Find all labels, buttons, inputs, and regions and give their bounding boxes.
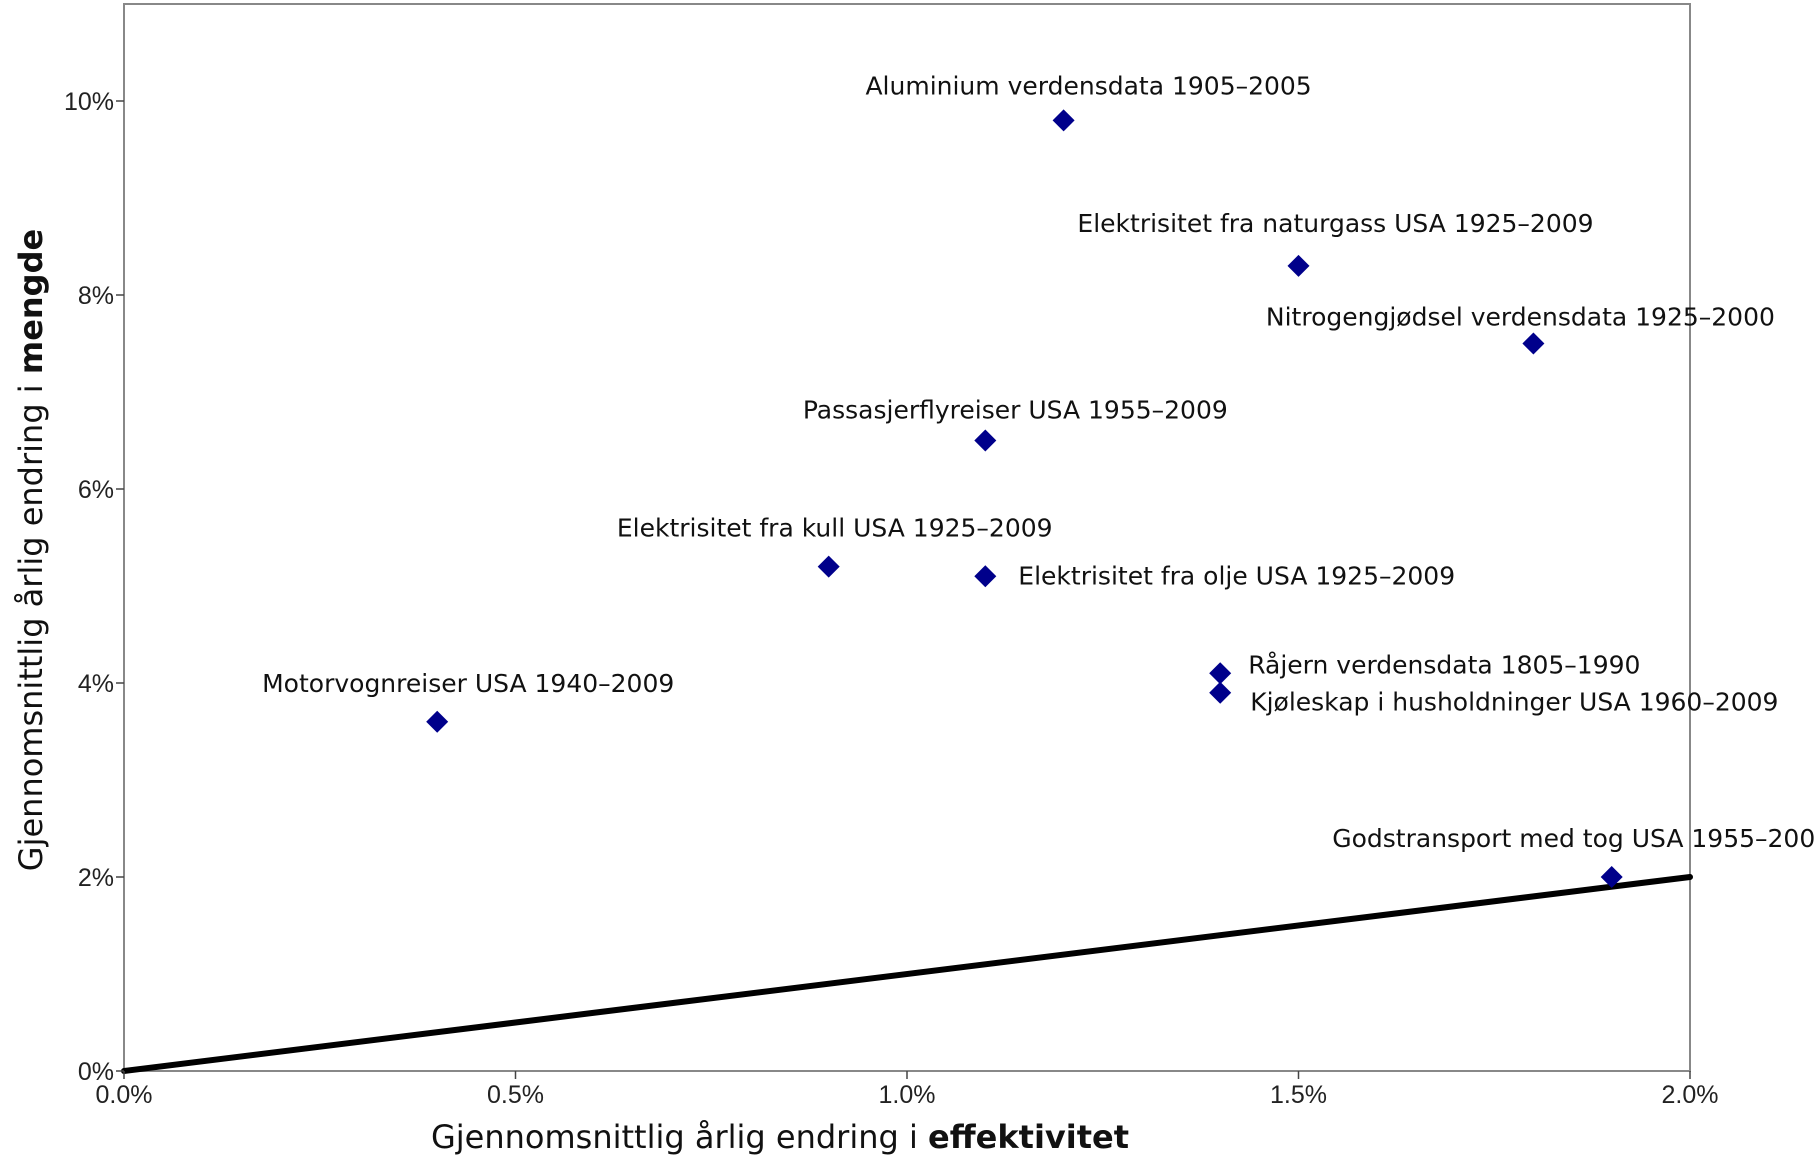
point-labels-group: Aluminium verdensdata 1905–2005 Elektrisi…	[262, 71, 1816, 853]
data-point-label: Kjøleskap i husholdninger USA 1960–2009	[1250, 688, 1778, 717]
data-point	[974, 565, 997, 588]
x-tick-label: 1.0%	[879, 1081, 936, 1109]
data-point	[1209, 681, 1232, 704]
y-axis-title: Gjennomsnittlig årlig endring i mengde	[12, 229, 50, 871]
y-tick-label: 2%	[78, 864, 114, 892]
y-tick-label: 8%	[78, 282, 114, 310]
data-point-label: Elektrisitet fra kull USA 1925–2009	[617, 514, 1053, 543]
x-tick-label: 2.0%	[1662, 1081, 1719, 1109]
x-axis-title: Gjennomsnittlig årlig endring i effektiv…	[431, 1118, 1129, 1156]
data-point	[1209, 662, 1232, 685]
data-point-label: Passasjerflyreiser USA 1955–2009	[803, 396, 1228, 425]
data-points-group	[426, 109, 1623, 888]
y-tick-label: 10%	[64, 88, 114, 116]
y-tick-label: 6%	[78, 476, 114, 504]
data-point	[1287, 254, 1310, 277]
y-tick-label: 4%	[78, 670, 114, 698]
data-point-label: Nitrogengjødsel verdensdata 1925–2000	[1266, 303, 1775, 332]
reference-line	[121, 874, 1693, 1074]
data-point	[817, 555, 840, 578]
reference-line-group	[121, 874, 1693, 1074]
data-point-label: Aluminium verdensdata 1905–2005	[865, 71, 1311, 100]
y-axis-ticks: 0% 2% 4% 6% 8% 10%	[64, 88, 124, 1086]
data-point	[1600, 866, 1623, 888]
x-tick-label: 0.0%	[96, 1081, 153, 1109]
data-point-label: Elektrisitet fra olje USA 1925–2009	[1018, 561, 1455, 590]
x-tick-label: 1.5%	[1270, 1081, 1327, 1109]
y-tick-label: 0%	[78, 1058, 114, 1086]
data-point-label: Motorvognreiser USA 1940–2009	[262, 669, 674, 698]
plot-border	[123, 3, 1691, 1072]
x-tick-label: 0.5%	[487, 1081, 544, 1109]
x-axis-ticks: 0.0% 0.5% 1.0% 1.5% 2.0%	[96, 1071, 1719, 1109]
data-point	[1052, 109, 1075, 132]
data-point-label: Godstransport med tog USA 1955–2009	[1332, 824, 1816, 853]
data-point	[974, 429, 997, 452]
data-point-label: Elektrisitet fra naturgass USA 1925–2009	[1077, 209, 1593, 238]
data-point	[1522, 332, 1545, 355]
plot-area	[123, 3, 1691, 1072]
data-point	[426, 710, 449, 733]
data-point-label: Råjern verdensdata 1805–1990	[1248, 650, 1640, 679]
